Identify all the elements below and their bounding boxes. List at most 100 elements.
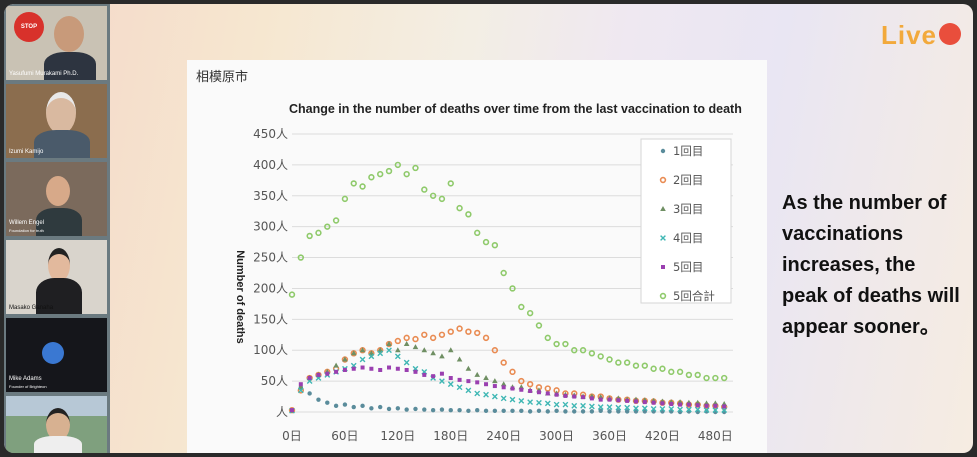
data-point <box>501 408 506 413</box>
data-point <box>491 242 499 249</box>
participant-avatar <box>46 92 76 134</box>
participant-tile[interactable]: Willem Engel Foundation for truth <box>6 162 107 236</box>
legend-marker <box>659 176 667 184</box>
data-point <box>360 365 365 370</box>
x-tick-label: 240日 <box>486 429 521 443</box>
legend-label: 3回目 <box>673 202 703 216</box>
legend-marker <box>659 292 667 300</box>
data-point <box>588 350 596 357</box>
data-point <box>395 366 400 371</box>
data-point <box>704 403 709 408</box>
data-point <box>606 404 613 410</box>
data-point <box>325 371 330 376</box>
data-point <box>491 393 498 400</box>
y-tick-label: 250人 <box>253 251 288 265</box>
data-point <box>492 408 498 413</box>
legend-marker <box>660 235 666 241</box>
data-point <box>526 309 534 317</box>
data-point <box>395 406 401 411</box>
data-point <box>413 369 418 374</box>
data-point <box>500 269 507 277</box>
legend-marker <box>661 265 665 269</box>
data-point <box>510 408 515 413</box>
y-tick-label: 450人 <box>253 127 288 141</box>
data-point <box>642 400 647 405</box>
x-tick-label: 300日 <box>539 429 574 443</box>
data-point <box>554 392 559 397</box>
data-point <box>598 408 603 413</box>
data-point <box>562 340 569 348</box>
legend-label: 4回目 <box>673 231 703 245</box>
participant-tile[interactable]: STOP Yasufumi Murakami Ph.D. <box>6 6 107 80</box>
legend-label: 1回目 <box>673 144 703 158</box>
data-point <box>378 367 383 372</box>
data-point <box>686 406 692 413</box>
data-point <box>404 367 409 372</box>
data-point <box>695 403 700 408</box>
data-point <box>448 407 453 413</box>
data-point <box>651 400 656 405</box>
data-point <box>475 407 480 413</box>
data-point <box>394 161 402 169</box>
data-point <box>457 407 462 413</box>
participant-avatar <box>48 248 70 282</box>
data-point <box>394 337 402 345</box>
data-point <box>457 377 462 382</box>
logo-mark-icon <box>939 23 961 46</box>
participant-avatar <box>54 16 84 52</box>
data-point <box>607 397 612 402</box>
data-point <box>333 403 339 409</box>
data-point <box>633 399 638 404</box>
y-tick-label: 350人 <box>253 189 288 203</box>
data-point <box>422 407 427 412</box>
participant-tile[interactable] <box>6 396 107 453</box>
data-point <box>439 353 445 359</box>
data-point <box>482 334 490 342</box>
data-point <box>342 402 348 407</box>
y-tick-label: 400人 <box>253 158 288 172</box>
participant-tile[interactable]: Izumi Kamijo <box>6 84 107 158</box>
data-point <box>341 195 349 203</box>
data-point <box>474 371 481 377</box>
data-point <box>572 394 577 399</box>
x-tick-label: 420日 <box>645 429 680 443</box>
y-tick-label: 300人 <box>253 220 288 234</box>
participant-body <box>44 52 96 80</box>
data-point <box>386 347 392 354</box>
data-point <box>669 401 674 406</box>
data-point <box>395 347 401 353</box>
y-tick-label: 50人 <box>261 374 288 388</box>
data-point <box>722 404 727 409</box>
data-point <box>712 374 719 382</box>
data-point <box>571 347 578 354</box>
legend-label: 5回合計 <box>673 289 715 303</box>
data-point <box>369 366 374 371</box>
data-point <box>563 409 568 414</box>
data-point <box>351 366 356 371</box>
data-point <box>290 408 294 413</box>
data-point <box>377 350 384 357</box>
data-point <box>563 393 568 398</box>
data-point <box>387 365 392 370</box>
x-tick-label: 360日 <box>592 429 627 443</box>
participant-tile[interactable]: Mike Adams Founder of Brighteon <box>6 318 107 392</box>
data-point <box>403 341 410 347</box>
participant-subtitle: Founder of Brighteon <box>9 384 47 389</box>
participant-name: Masako Ganaha <box>9 305 54 311</box>
data-point <box>518 397 525 404</box>
data-point <box>572 409 577 414</box>
data-point <box>475 380 480 385</box>
participant-tile[interactable]: Masako Ganaha <box>6 240 107 314</box>
data-point <box>482 238 490 246</box>
data-point <box>615 404 622 411</box>
data-point <box>386 341 392 347</box>
participant-name: Mike Adams <box>9 376 42 382</box>
participant-body <box>34 436 82 453</box>
chart-title: Change in the number of deaths over time… <box>289 102 742 116</box>
data-point <box>288 291 296 298</box>
data-point <box>465 211 472 218</box>
data-point <box>676 368 684 376</box>
data-point <box>509 368 516 376</box>
data-point <box>712 407 719 414</box>
data-point <box>545 391 550 396</box>
